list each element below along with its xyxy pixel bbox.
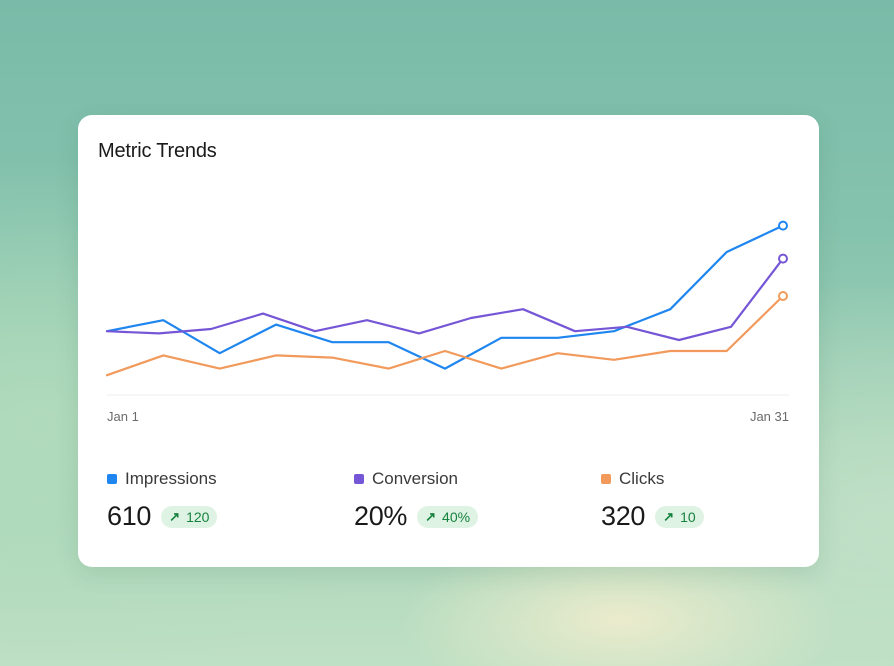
change-badge-impressions: ↗ 120	[161, 505, 218, 528]
stat-clicks: Clicks 320 ↗ 10	[601, 469, 704, 532]
arrow-up-right-icon: ↗	[663, 508, 675, 524]
change-value-impressions: 120	[186, 508, 210, 525]
legend-swatch-clicks	[601, 474, 611, 484]
legend-label-clicks: Clicks	[619, 469, 665, 488]
legend-label-conversion: Conversion	[372, 469, 458, 488]
x-tick-start: Jan 1	[107, 409, 139, 424]
stat-value-conversion: 20%	[354, 501, 408, 531]
series-line-clicks	[105, 294, 785, 377]
stat-impressions: Impressions 610 ↗ 120	[107, 469, 218, 532]
legend-label-impressions: Impressions	[125, 469, 217, 488]
legend-clicks: Clicks	[601, 469, 704, 489]
legend-swatch-impressions	[107, 474, 117, 484]
series-line-impressions	[105, 224, 785, 370]
series-line-conversion	[105, 257, 785, 342]
legend-swatch-conversion	[354, 474, 364, 484]
series-endpoint-conversion	[778, 253, 788, 264]
legend-impressions: Impressions	[107, 469, 217, 489]
line-chart	[105, 220, 789, 396]
stat-value-clicks: 320	[601, 501, 646, 531]
arrow-up-right-icon: ↗	[169, 508, 181, 524]
change-value-conversion: 40%	[442, 508, 471, 525]
arrow-up-right-icon: ↗	[425, 508, 437, 524]
change-badge-conversion: ↗ 40%	[417, 505, 479, 528]
change-value-clicks: 10	[680, 508, 696, 525]
change-badge-clicks: ↗ 10	[655, 505, 704, 528]
series-endpoint-impressions	[778, 220, 788, 231]
stat-value-impressions: 610	[107, 501, 152, 531]
stat-conversion: Conversion 20% ↗ 40%	[354, 469, 479, 532]
series-group	[105, 220, 788, 377]
x-tick-end: Jan 31	[749, 409, 789, 424]
card-title: Metric Trends	[98, 140, 217, 162]
legend-conversion: Conversion	[354, 469, 478, 489]
series-endpoint-clicks	[778, 291, 788, 301]
metric-trends-card: Metric Trends Jan 1 Jan 31 Impressions 6…	[78, 115, 819, 567]
